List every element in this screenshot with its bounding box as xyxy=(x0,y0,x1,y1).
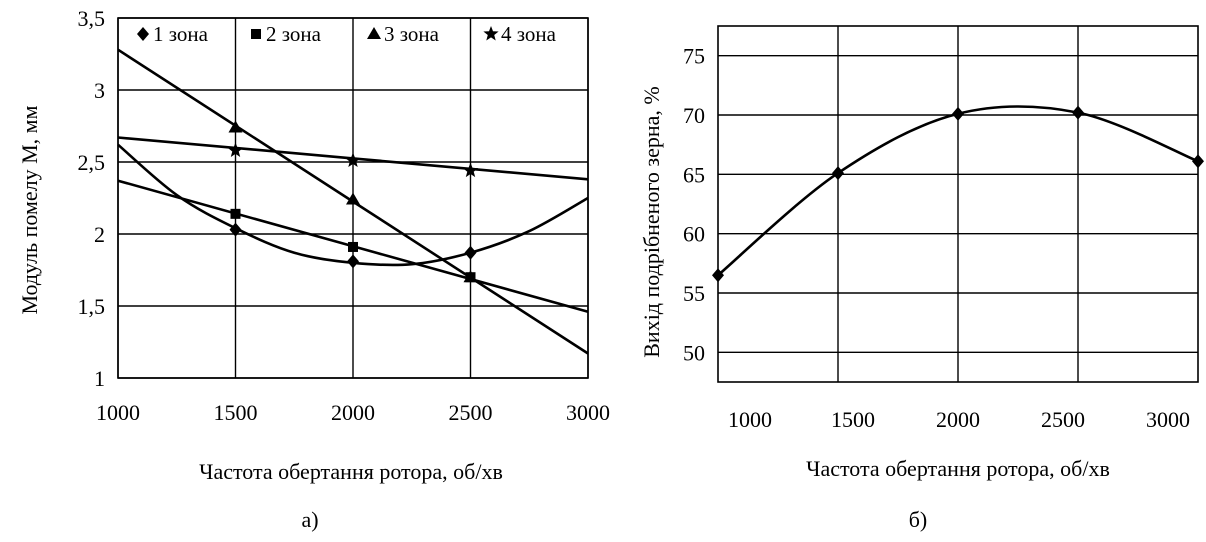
chart-b-y-tick-label: 55 xyxy=(683,281,705,306)
chart-b-x-tick-label: 2000 xyxy=(936,407,980,432)
chart-b-markers xyxy=(712,105,1204,283)
legend-label-zone-3: 3 зона xyxy=(384,22,440,46)
chart-b-point xyxy=(952,106,964,121)
chart-b-x-tick-label: 1500 xyxy=(831,407,875,432)
chart-a-y-tick-label: 2 xyxy=(94,222,105,247)
chart-a-point-zone-2 xyxy=(230,208,241,219)
chart-a-y-tick-label: 1 xyxy=(94,366,105,391)
chart-b-y-axis-label: Вихід подрібненого зерна, % xyxy=(639,86,664,358)
chart-a-y-tick-label: 3,5 xyxy=(78,6,106,31)
chart-a-point-zone-4 xyxy=(345,152,361,168)
legend-label-zone-4: 4 зона xyxy=(501,22,557,46)
chart-b-y-tick-label: 60 xyxy=(683,222,705,247)
legend-marker-zone-1 xyxy=(137,27,149,41)
chart-a-x-tick-label: 1500 xyxy=(214,400,258,425)
chart-b: 50 55 60 65 70 75 1000 1500 2000 2500 3000 Частот… xyxy=(639,25,1204,532)
chart-a-point-zone-2 xyxy=(348,241,358,252)
legend-marker-zone-4 xyxy=(483,26,499,41)
chart-b-x-tick-label: 2500 xyxy=(1041,407,1085,432)
legend-marker-zone-2 xyxy=(251,29,261,39)
chart-b-x-tick-label: 3000 xyxy=(1146,407,1190,432)
chart-b-x-axis-label: Частота обертання ротора, об/хв xyxy=(806,456,1110,481)
chart-b-y-ticks: 50 55 60 65 70 75 xyxy=(683,44,705,366)
chart-b-grid xyxy=(717,25,1199,383)
chart-b-panel-label: б) xyxy=(909,507,928,532)
chart-a-y-ticks: 1 1,5 2 2,5 3 3,5 xyxy=(78,6,106,391)
chart-b-point xyxy=(1072,105,1084,120)
chart-a: 1 1,5 2 2,5 3 3,5 1000 1500 2000 2500 3000 1 зона… xyxy=(17,6,610,532)
chart-a-point-zone-3 xyxy=(463,270,478,283)
chart-a-point-zone-1 xyxy=(464,245,477,260)
chart-a-x-ticks: 1000 1500 2000 2500 3000 xyxy=(96,400,610,425)
legend-label-zone-2: 2 зона xyxy=(266,22,322,46)
chart-a-x-tick-label: 2500 xyxy=(449,400,493,425)
chart-a-point-zone-3 xyxy=(346,192,360,205)
chart-a-legend: 1 зона 2 зона 3 зона 4 зона xyxy=(137,22,557,46)
chart-b-y-tick-label: 65 xyxy=(683,162,705,187)
chart-b-x-ticks: 1000 1500 2000 2500 3000 xyxy=(728,407,1190,432)
chart-b-y-tick-label: 70 xyxy=(683,103,705,128)
chart-a-x-tick-label: 3000 xyxy=(566,400,610,425)
chart-a-point-zone-4 xyxy=(462,162,479,178)
chart-a-y-tick-label: 3 xyxy=(94,78,105,103)
legend-label-zone-1: 1 зона xyxy=(153,22,209,46)
chart-b-point xyxy=(832,166,844,181)
chart-a-x-axis-label: Частота обертання ротора, об/хв xyxy=(199,459,503,484)
chart-a-y-axis-label: Модуль помелу М, мм xyxy=(17,105,42,314)
chart-b-y-tick-label: 75 xyxy=(683,44,705,69)
chart-a-panel-label: а) xyxy=(301,507,318,532)
chart-a-x-tick-label: 1000 xyxy=(96,400,140,425)
chart-a-y-tick-label: 2,5 xyxy=(78,150,106,175)
chart-b-point xyxy=(1192,154,1204,169)
chart-a-point-zone-1 xyxy=(229,222,242,237)
chart-b-x-tick-label: 1000 xyxy=(728,407,772,432)
chart-a-markers xyxy=(227,120,479,283)
chart-b-plot-frame xyxy=(717,25,1199,383)
chart-a-y-tick-label: 1,5 xyxy=(78,294,106,319)
legend-marker-zone-3 xyxy=(367,27,381,39)
chart-b-point xyxy=(712,268,724,283)
chart-a-x-tick-label: 2000 xyxy=(331,400,375,425)
chart-b-y-tick-label: 50 xyxy=(683,340,705,365)
chart-a-point-zone-3 xyxy=(228,120,243,133)
chart-a-point-zone-1 xyxy=(347,254,359,269)
chart-a-point-zone-4 xyxy=(227,142,244,157)
